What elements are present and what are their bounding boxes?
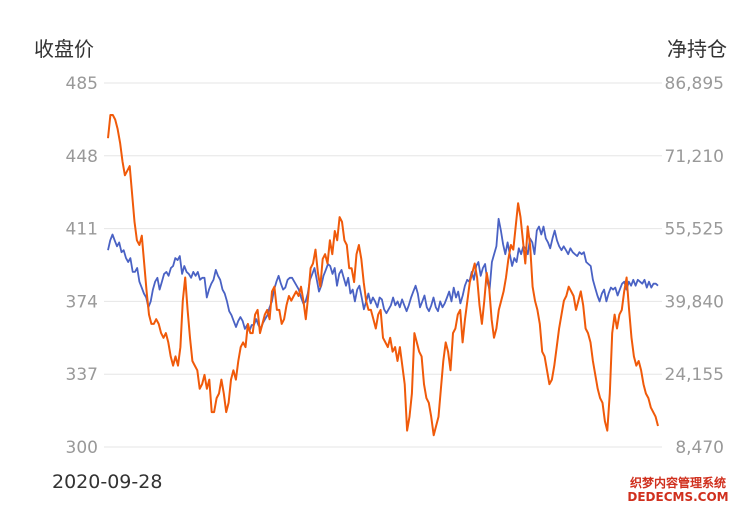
watermark-line1: 织梦内容管理系统 (630, 475, 726, 490)
right-tick-label: 24,155 (665, 365, 724, 385)
series-lines (107, 114, 659, 437)
x-start-label: 2020-09-28 (52, 471, 162, 493)
left-tick-label: 411 (66, 220, 98, 240)
watermark-line2: DEDECMS.COM (627, 490, 728, 504)
watermark: 织梦内容管理系统 DEDECMS.COM (614, 474, 742, 504)
right-axis-title: 净持仓 (667, 37, 727, 61)
right-tick-label: 71,210 (665, 147, 724, 167)
right-tick-label: 8,470 (675, 438, 724, 458)
tick-labels: 485 86,895 448 71,210 411 55,525 374 39,840 337 2… (66, 74, 724, 458)
left-axis-title: 收盘价 (34, 37, 94, 61)
close-price-line (107, 217, 659, 332)
right-tick-label: 86,895 (665, 74, 724, 94)
gridlines (104, 82, 662, 448)
left-tick-label: 448 (66, 147, 98, 167)
right-tick-label: 39,840 (665, 292, 724, 312)
right-tick-label: 55,525 (665, 220, 724, 240)
net-position-line (107, 114, 659, 437)
left-tick-label: 300 (66, 438, 98, 458)
left-tick-label: 374 (66, 292, 98, 312)
left-tick-label: 337 (66, 365, 98, 385)
left-tick-label: 485 (66, 74, 98, 94)
